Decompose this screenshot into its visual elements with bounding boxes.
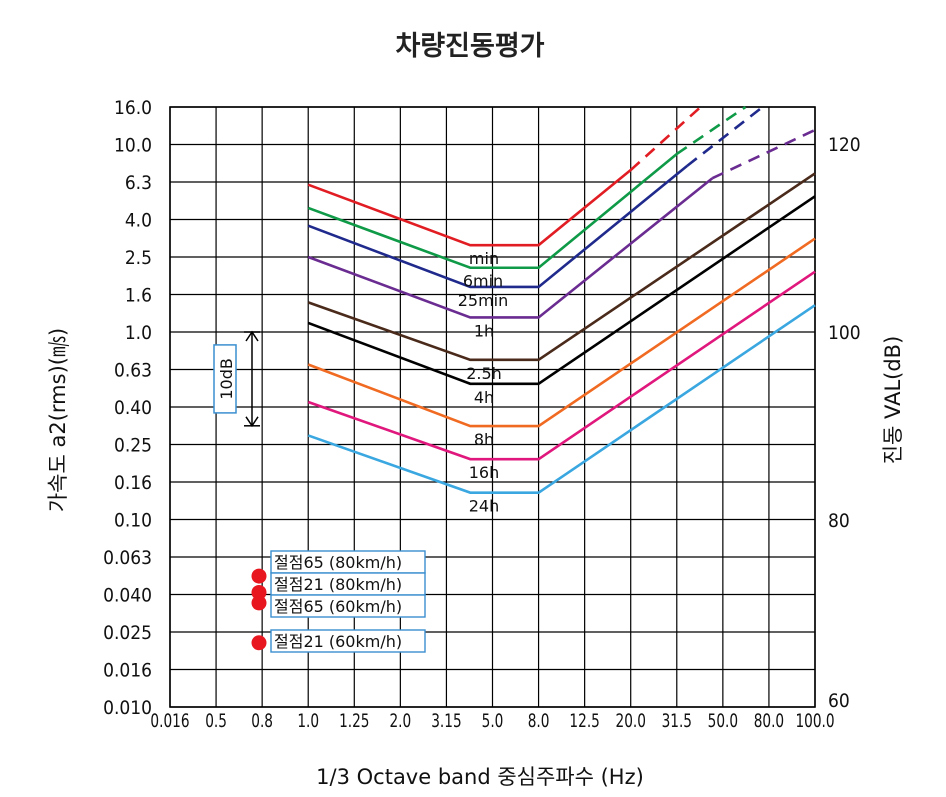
curve-label: 2.5h — [466, 364, 502, 383]
x-tick-label: 31.5 — [662, 710, 692, 732]
data-point — [251, 595, 267, 611]
tick-labels: 16.0 10.0 6.3 4.0 2.5 1.6 1.0 0.63 0.40 0.25 0.16 0… — [103, 97, 861, 733]
x-axis-label: 1/3 Octave band 중심주파수 (Hz) — [316, 765, 644, 789]
y-tick-label: 4.0 — [125, 210, 152, 232]
y-axis-label-right: 진동 VAL(dB) — [881, 336, 905, 465]
data-point-label: 절점21 (80km/h) — [274, 575, 402, 594]
series-line — [307, 172, 816, 362]
curve-label: 8h — [474, 430, 494, 449]
data-point-label-box — [270, 629, 426, 653]
curve-label: 16h — [469, 463, 500, 482]
data-point-label: 절점65 (80km/h) — [274, 553, 402, 572]
y-tick-label-right: 120 — [828, 134, 861, 156]
x-tick-label: 100.0 — [795, 710, 834, 732]
y-tick-label: 0.063 — [103, 547, 152, 569]
y-tick-label: 1.6 — [125, 285, 152, 307]
series-line — [307, 237, 816, 428]
x-tick-label: 50.0 — [708, 710, 738, 732]
x-tick-label: 3.15 — [431, 710, 461, 732]
y-tick-label: 0.010 — [103, 697, 152, 719]
series-line — [307, 152, 678, 270]
y-tick-label: 0.25 — [114, 435, 152, 457]
y-tick-label: 0.025 — [103, 622, 152, 644]
series-line — [307, 164, 689, 289]
series-lines — [307, 105, 816, 494]
y-tick-label-right: 80 — [828, 510, 850, 532]
data-point-label: 절점65 (60km/h) — [274, 597, 402, 616]
y-tick-label-right: 100 — [828, 322, 861, 344]
series-line-dashed — [711, 128, 816, 180]
grid — [169, 106, 816, 708]
y-tick-label: 0.10 — [114, 510, 152, 532]
y-tick-label: 0.63 — [114, 360, 152, 382]
series-line — [307, 270, 816, 461]
plot-frame — [169, 106, 816, 708]
series-line-dashed — [629, 106, 702, 172]
data-point-label-box — [270, 594, 426, 618]
x-tick-label: 0.5 — [205, 710, 227, 732]
curve-label: min — [469, 249, 499, 268]
series-line — [307, 304, 816, 494]
y-tick-label: 6.3 — [125, 172, 152, 194]
series-line — [307, 169, 632, 247]
scale-marker: 10dB — [213, 330, 260, 428]
y-tick-label: 0.16 — [114, 472, 152, 494]
y-tick-label: 0.40 — [114, 397, 152, 419]
chart-title: 차량진동평가 — [395, 31, 544, 62]
x-tick-label: 12.5 — [569, 710, 599, 732]
x-tick-label: 1.25 — [339, 710, 369, 732]
curve-label: 6min — [463, 272, 503, 291]
series-line-dashed — [676, 105, 747, 156]
x-tick-label: 1.0 — [297, 710, 319, 732]
x-tick-label: 5.0 — [482, 710, 504, 732]
y-tick-label: 10.0 — [114, 135, 152, 157]
data-point — [251, 568, 267, 584]
curve-label: 24h — [469, 497, 500, 516]
scale-marker-label: 10dB — [217, 358, 236, 400]
x-tick-label: 0.8 — [251, 710, 273, 732]
x-tick-label: 0.016 — [150, 710, 189, 732]
curve-label: 1h — [474, 321, 494, 340]
y-tick-label: 0.016 — [103, 660, 152, 682]
x-tick-label: 20.0 — [616, 710, 646, 732]
data-points: 절점65 (80km/h) 절점21 (80km/h) 절점65 (60km/h) 절… — [251, 550, 426, 653]
curve-label: 25min — [458, 291, 509, 310]
data-point — [251, 584, 267, 600]
y-tick-label-right: 60 — [828, 690, 850, 712]
series-line — [307, 177, 714, 319]
y-tick-label: 2.5 — [125, 247, 152, 269]
x-tick-label: 8.0 — [528, 710, 550, 732]
y-tick-label: 16.0 — [114, 97, 152, 119]
y-axis-label: 가속도 a2(rms)(㎧) — [46, 328, 70, 512]
data-point-label: 절점21 (60km/h) — [274, 632, 402, 651]
curve-label: 4h — [474, 388, 494, 407]
y-tick-label: 1.0 — [125, 322, 152, 344]
data-point — [251, 635, 267, 651]
series-line-dashed — [686, 105, 764, 167]
scale-marker-box — [213, 344, 237, 414]
series-line — [307, 195, 816, 386]
x-tick-label: 2.0 — [389, 710, 411, 732]
x-tick-label: 80.0 — [754, 710, 784, 732]
y-tick-label: 0.040 — [103, 585, 152, 607]
